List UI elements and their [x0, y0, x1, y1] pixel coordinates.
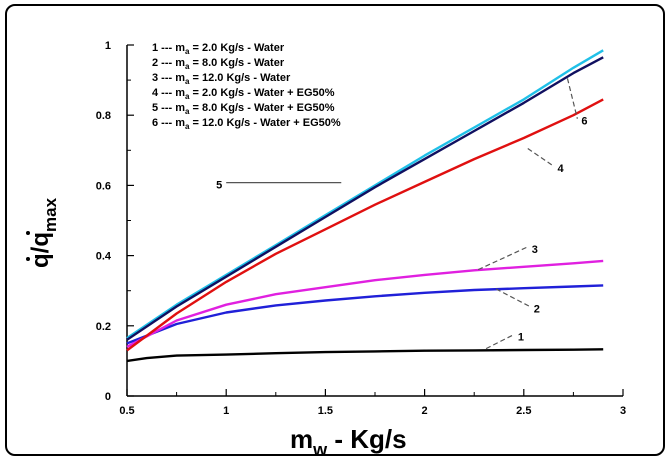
- x-tick-label: 1: [223, 405, 229, 417]
- legend-item-4: 4 --- ma = 2.0 Kg/s - Water + EG50%: [152, 87, 335, 101]
- x-tick-label: 0.5: [119, 405, 134, 417]
- x-tick-label: 2: [422, 405, 428, 417]
- legend-text: 6 --- ma = 12.0 Kg/s - Water + EG50%: [152, 117, 341, 131]
- series-line-6: [126, 56, 604, 341]
- legend-text: 3 --- ma = 12.0 Kg/s - Water: [152, 72, 291, 86]
- callout-line-2: [495, 288, 531, 308]
- series-line-4: [126, 98, 604, 352]
- y-axis-label: q/qmax: [27, 197, 60, 268]
- y-tick-label: 0.8: [96, 110, 111, 122]
- callout-layer: 1 2 3 4 5 6: [216, 78, 587, 350]
- y-tick-label: 1: [105, 40, 111, 52]
- x-tick-label: 1.5: [318, 405, 333, 417]
- x-tick-label: 3: [620, 405, 626, 417]
- callout-label-4: 4: [558, 163, 565, 175]
- series-line-1: [126, 348, 604, 363]
- callout-label-3: 3: [532, 244, 538, 256]
- callout-label-5: 5: [216, 180, 222, 192]
- y-tick-label: 0.4: [96, 251, 112, 263]
- legend-item-1: 1 --- ma = 2.0 Kg/s - Water: [152, 42, 285, 56]
- callout-line-1: [485, 334, 515, 350]
- x-axis-label: mw - Kg/s: [290, 424, 407, 460]
- legend-item-6: 6 --- ma = 12.0 Kg/s - Water + EG50%: [152, 117, 341, 131]
- series-line-5: [126, 49, 604, 340]
- y-tick-label: 0: [105, 391, 111, 403]
- callout-line-4: [527, 148, 554, 167]
- legend-text: 5 --- ma = 8.0 Kg/s - Water + EG50%: [152, 102, 335, 116]
- y-axis-label-dots: [26, 231, 30, 261]
- legend-item-2: 2 --- ma = 8.0 Kg/s - Water: [152, 57, 285, 71]
- legend-text: 4 --- ma = 2.0 Kg/s - Water + EG50%: [152, 87, 335, 101]
- callout-line-6: [566, 78, 578, 119]
- legend-item-5: 5 --- ma = 8.0 Kg/s - Water + EG50%: [152, 102, 335, 116]
- series-line-3: [126, 259, 604, 348]
- legend-text: 2 --- ma = 8.0 Kg/s - Water: [152, 57, 285, 71]
- legend-text: 1 --- ma = 2.0 Kg/s - Water: [152, 42, 285, 56]
- chart-frame: [5, 4, 665, 456]
- x-tick-label: 2.5: [516, 405, 531, 417]
- callout-label-1: 1: [518, 332, 524, 344]
- callout-line-3: [477, 246, 529, 271]
- series-layer: [126, 49, 604, 363]
- callout-label-6: 6: [581, 116, 587, 128]
- legend-item-3: 3 --- ma = 12.0 Kg/s - Water: [152, 72, 291, 86]
- series-line-2: [126, 284, 604, 345]
- y-tick-label: 0.2: [96, 321, 111, 333]
- y-tick-label: 0.6: [96, 180, 111, 192]
- callout-label-2: 2: [534, 303, 540, 315]
